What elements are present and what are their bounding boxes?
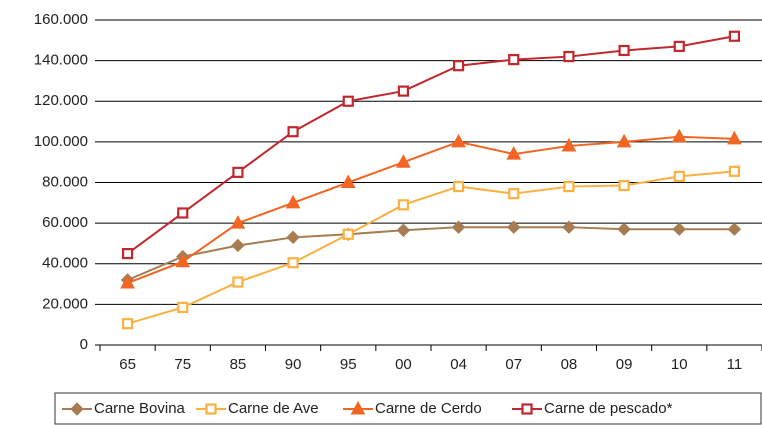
marker	[342, 95, 354, 107]
marker	[521, 403, 533, 415]
marker	[728, 30, 741, 42]
legend-label: Carne de pescado*	[544, 400, 673, 417]
marker	[452, 180, 465, 193]
series-line	[127, 226, 735, 281]
x-tick-label: 75	[174, 356, 191, 373]
marker	[673, 170, 685, 183]
marker	[451, 220, 466, 234]
y-tick-label: 60.000	[42, 214, 88, 231]
marker	[563, 180, 575, 193]
marker	[397, 199, 410, 211]
marker	[508, 188, 520, 200]
x-tick-label: 04	[450, 356, 467, 373]
marker	[507, 220, 521, 234]
series-line	[127, 135, 735, 284]
marker	[286, 230, 300, 245]
marker	[396, 154, 411, 168]
marker	[727, 222, 742, 236]
marker	[285, 194, 301, 209]
x-tick-label: 65	[119, 356, 136, 373]
marker	[287, 126, 299, 138]
legend-label: Carne Bovina	[94, 400, 186, 417]
marker	[340, 174, 356, 188]
marker	[120, 274, 135, 289]
legend-box	[54, 392, 762, 425]
x-tick-label: 08	[561, 356, 578, 373]
marker	[121, 318, 134, 330]
marker	[618, 44, 630, 57]
x-tick-label: 07	[505, 356, 522, 373]
marker	[617, 222, 631, 236]
marker	[175, 253, 191, 268]
y-tick-label: 100.000	[34, 133, 88, 150]
marker	[397, 85, 410, 97]
series-line	[126, 35, 735, 255]
marker	[506, 146, 522, 160]
marker	[232, 276, 244, 288]
marker	[727, 130, 742, 145]
x-tick-label: 00	[395, 356, 412, 373]
marker	[70, 402, 84, 416]
marker	[205, 403, 217, 415]
marker	[562, 220, 576, 234]
x-tick-label: 95	[340, 356, 357, 373]
marker	[177, 207, 189, 219]
series-line	[127, 170, 735, 325]
legend-label: Carne de Ave	[228, 400, 319, 417]
marker	[616, 133, 632, 148]
y-tick-label: 120.000	[34, 92, 88, 109]
marker	[177, 301, 189, 314]
x-tick-label: 09	[616, 356, 633, 373]
y-tick-label: 40.000	[42, 255, 88, 272]
marker	[287, 257, 299, 269]
marker	[728, 165, 741, 177]
x-tick-label: 10	[671, 356, 688, 373]
marker	[451, 133, 466, 148]
marker	[452, 60, 465, 72]
y-tick-label: 0	[80, 336, 88, 353]
y-tick-label: 140.000	[34, 52, 88, 69]
marker	[342, 228, 354, 240]
x-tick-label: 11	[727, 356, 743, 373]
marker	[673, 40, 685, 53]
x-tick-label: 90	[285, 356, 302, 373]
marker	[563, 50, 575, 63]
marker	[350, 400, 366, 415]
y-tick-label: 20.000	[42, 295, 88, 312]
y-tick-label: 80.000	[42, 173, 88, 190]
marker	[508, 54, 520, 66]
marker	[396, 223, 411, 237]
x-tick-label: 85	[230, 356, 247, 373]
marker	[121, 247, 134, 260]
marker	[231, 238, 245, 253]
marker	[618, 179, 630, 192]
y-tick-label: 160.000	[34, 11, 88, 28]
marker	[672, 222, 686, 236]
marker	[230, 215, 246, 229]
marker	[671, 128, 687, 143]
legend-label: Carne de Cerdo	[375, 400, 482, 417]
marker	[561, 137, 577, 152]
marker	[232, 166, 244, 178]
